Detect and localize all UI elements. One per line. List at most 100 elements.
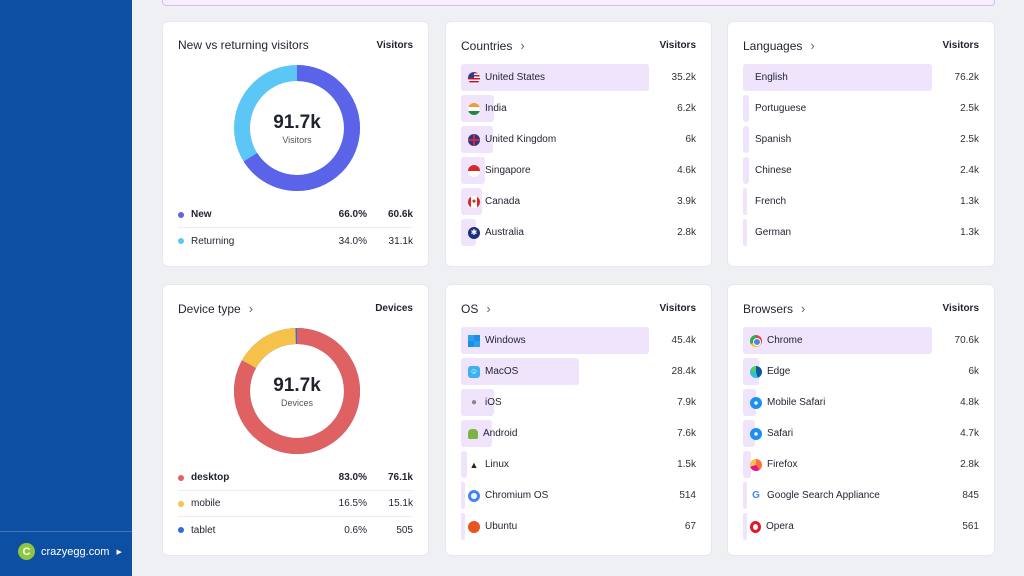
device-donut-chart — [234, 328, 360, 454]
android-icon — [468, 428, 478, 439]
card-title: New vs returning visitors — [178, 38, 309, 52]
legend-count: 60.6k — [387, 209, 413, 220]
legend-row-new[interactable]: New 66.0% 60.6k — [178, 202, 413, 228]
card-metric: Devices — [375, 303, 413, 314]
list-item[interactable]: ● iOS 7.9k — [461, 387, 696, 418]
row-name: Portuguese — [755, 103, 807, 114]
os-card: OS › Visitors Windows 45.4k ☺ MacOS 28.4k ● i… — [445, 284, 712, 556]
list-item[interactable]: English 76.2k — [743, 62, 979, 93]
row-value: 4.7k — [960, 428, 979, 439]
row-name: English — [755, 72, 788, 83]
list-item[interactable]: ☺ MacOS 28.4k — [461, 356, 696, 387]
os-title-link[interactable]: OS › — [461, 301, 491, 316]
row-value: 2.5k — [960, 134, 979, 145]
list-item[interactable]: Firefox 2.8k — [743, 449, 979, 480]
donut-segment-desktop[interactable] — [234, 328, 360, 454]
safari-icon — [750, 427, 762, 440]
list-item[interactable]: German 1.3k — [743, 217, 979, 248]
donut-segment-new[interactable] — [234, 65, 360, 191]
caret-right-icon: ▶ — [116, 548, 122, 556]
row-bar — [461, 327, 649, 354]
sidebar-divider — [0, 531, 132, 532]
list-item[interactable]: Edge 6k — [743, 356, 979, 387]
row-name: Windows — [485, 335, 526, 346]
legend-count: 15.1k — [388, 498, 413, 509]
legend-name: mobile — [191, 498, 221, 509]
row-name: iOS — [485, 397, 502, 408]
card-metric: Visitors — [659, 40, 697, 51]
brand-link[interactable]: C crazyegg.com ▶ — [18, 543, 122, 560]
list-item[interactable]: United Kingdom 6k — [461, 124, 696, 155]
row-value: 6.2k — [677, 103, 696, 114]
row-bar — [743, 126, 750, 153]
row-value: 845 — [962, 490, 979, 501]
list-item[interactable]: Singapore 4.6k — [461, 155, 696, 186]
legend-dot — [178, 211, 184, 218]
visitors-donut-chart — [234, 65, 360, 191]
legend-dot — [178, 238, 184, 244]
uk-flag-icon — [468, 133, 480, 146]
legend-name: Returning — [191, 235, 235, 247]
list-item[interactable]: Safari 4.7k — [743, 418, 979, 449]
list-item[interactable]: Android 7.6k — [461, 418, 696, 449]
list-item[interactable]: United States 35.2k — [461, 62, 696, 93]
legend-row-mobile[interactable]: mobile 16.5% 15.1k — [178, 491, 413, 517]
legend: desktop 83.0% 76.1k mobile 16.5% 15.1k t… — [178, 465, 413, 543]
legend-row-desktop[interactable]: desktop 83.0% 76.1k — [178, 465, 413, 491]
languages-title-link[interactable]: Languages › — [743, 38, 815, 53]
list-item[interactable]: Windows 45.4k — [461, 325, 696, 356]
list-item[interactable]: Chromium OS 514 — [461, 480, 696, 511]
row-value: 7.6k — [677, 428, 696, 439]
list-item[interactable]: ✦ Canada 3.9k — [461, 186, 696, 217]
legend-pct: 34.0% — [338, 235, 367, 247]
list-item[interactable]: Chrome 70.6k — [743, 325, 979, 356]
safari-icon — [750, 396, 762, 409]
list-item[interactable]: Mobile Safari 4.8k — [743, 387, 979, 418]
row-name: Ubuntu — [485, 521, 518, 532]
row-bar — [743, 389, 756, 416]
row-value: 2.8k — [677, 227, 696, 238]
list-item[interactable]: Opera 561 — [743, 511, 979, 542]
row-bar — [743, 157, 749, 184]
legend-row-tablet[interactable]: tablet 0.6% 505 — [178, 517, 413, 543]
row-name: Australia — [485, 227, 524, 238]
list-item[interactable]: Spanish 2.5k — [743, 124, 979, 155]
row-name: Spanish — [755, 134, 792, 145]
browsers-title-link[interactable]: Browsers › — [743, 301, 805, 316]
list-item[interactable]: Portuguese 2.5k — [743, 93, 979, 124]
list-item[interactable]: G Google Search Appliance 845 — [743, 480, 979, 511]
list-item[interactable]: French 1.3k — [743, 186, 979, 217]
device-title-link[interactable]: Device type › — [178, 301, 253, 316]
visitors-card: New vs returning visitors Visitors 91.7k… — [162, 21, 429, 267]
row-name: India — [485, 103, 507, 114]
card-title: Countries — [461, 38, 513, 53]
card-title: Languages — [743, 38, 803, 53]
list-item[interactable]: India 6.2k — [461, 93, 696, 124]
legend-row-returning[interactable]: Returning 34.0% 31.1k — [178, 228, 413, 254]
row-value: 76.2k — [954, 72, 979, 83]
list-item[interactable]: Chinese 2.4k — [743, 155, 979, 186]
windows-icon — [468, 334, 480, 347]
chevron-right-icon: › — [801, 301, 806, 316]
row-bar — [743, 188, 747, 215]
countries-title-link[interactable]: Countries › — [461, 38, 525, 53]
row-value: 45.4k — [671, 335, 696, 346]
languages-card: Languages › Visitors English 76.2k Portugu… — [727, 21, 995, 267]
apple-icon: ● — [470, 397, 478, 408]
row-value: 4.6k — [677, 165, 696, 176]
row-bar — [461, 482, 465, 509]
list-item[interactable]: ✱ Australia 2.8k — [461, 217, 696, 248]
legend-name: New — [191, 209, 212, 220]
row-value: 6k — [968, 366, 979, 377]
list-item[interactable]: Ubuntu 67 — [461, 511, 696, 542]
row-value: 7.9k — [677, 397, 696, 408]
linux-icon: ▲ — [469, 459, 479, 470]
legend-dot — [178, 500, 184, 507]
row-name: Mobile Safari — [767, 397, 826, 408]
browsers-list: Chrome 70.6k Edge 6k Mobile Safari 4.8k Saf… — [743, 325, 979, 542]
list-item[interactable]: ▲ Linux 1.5k — [461, 449, 696, 480]
row-bar — [461, 358, 579, 385]
brand-name: crazyegg.com — [41, 545, 110, 558]
row-bar — [743, 64, 932, 91]
legend-pct: 83.0% — [338, 472, 367, 483]
